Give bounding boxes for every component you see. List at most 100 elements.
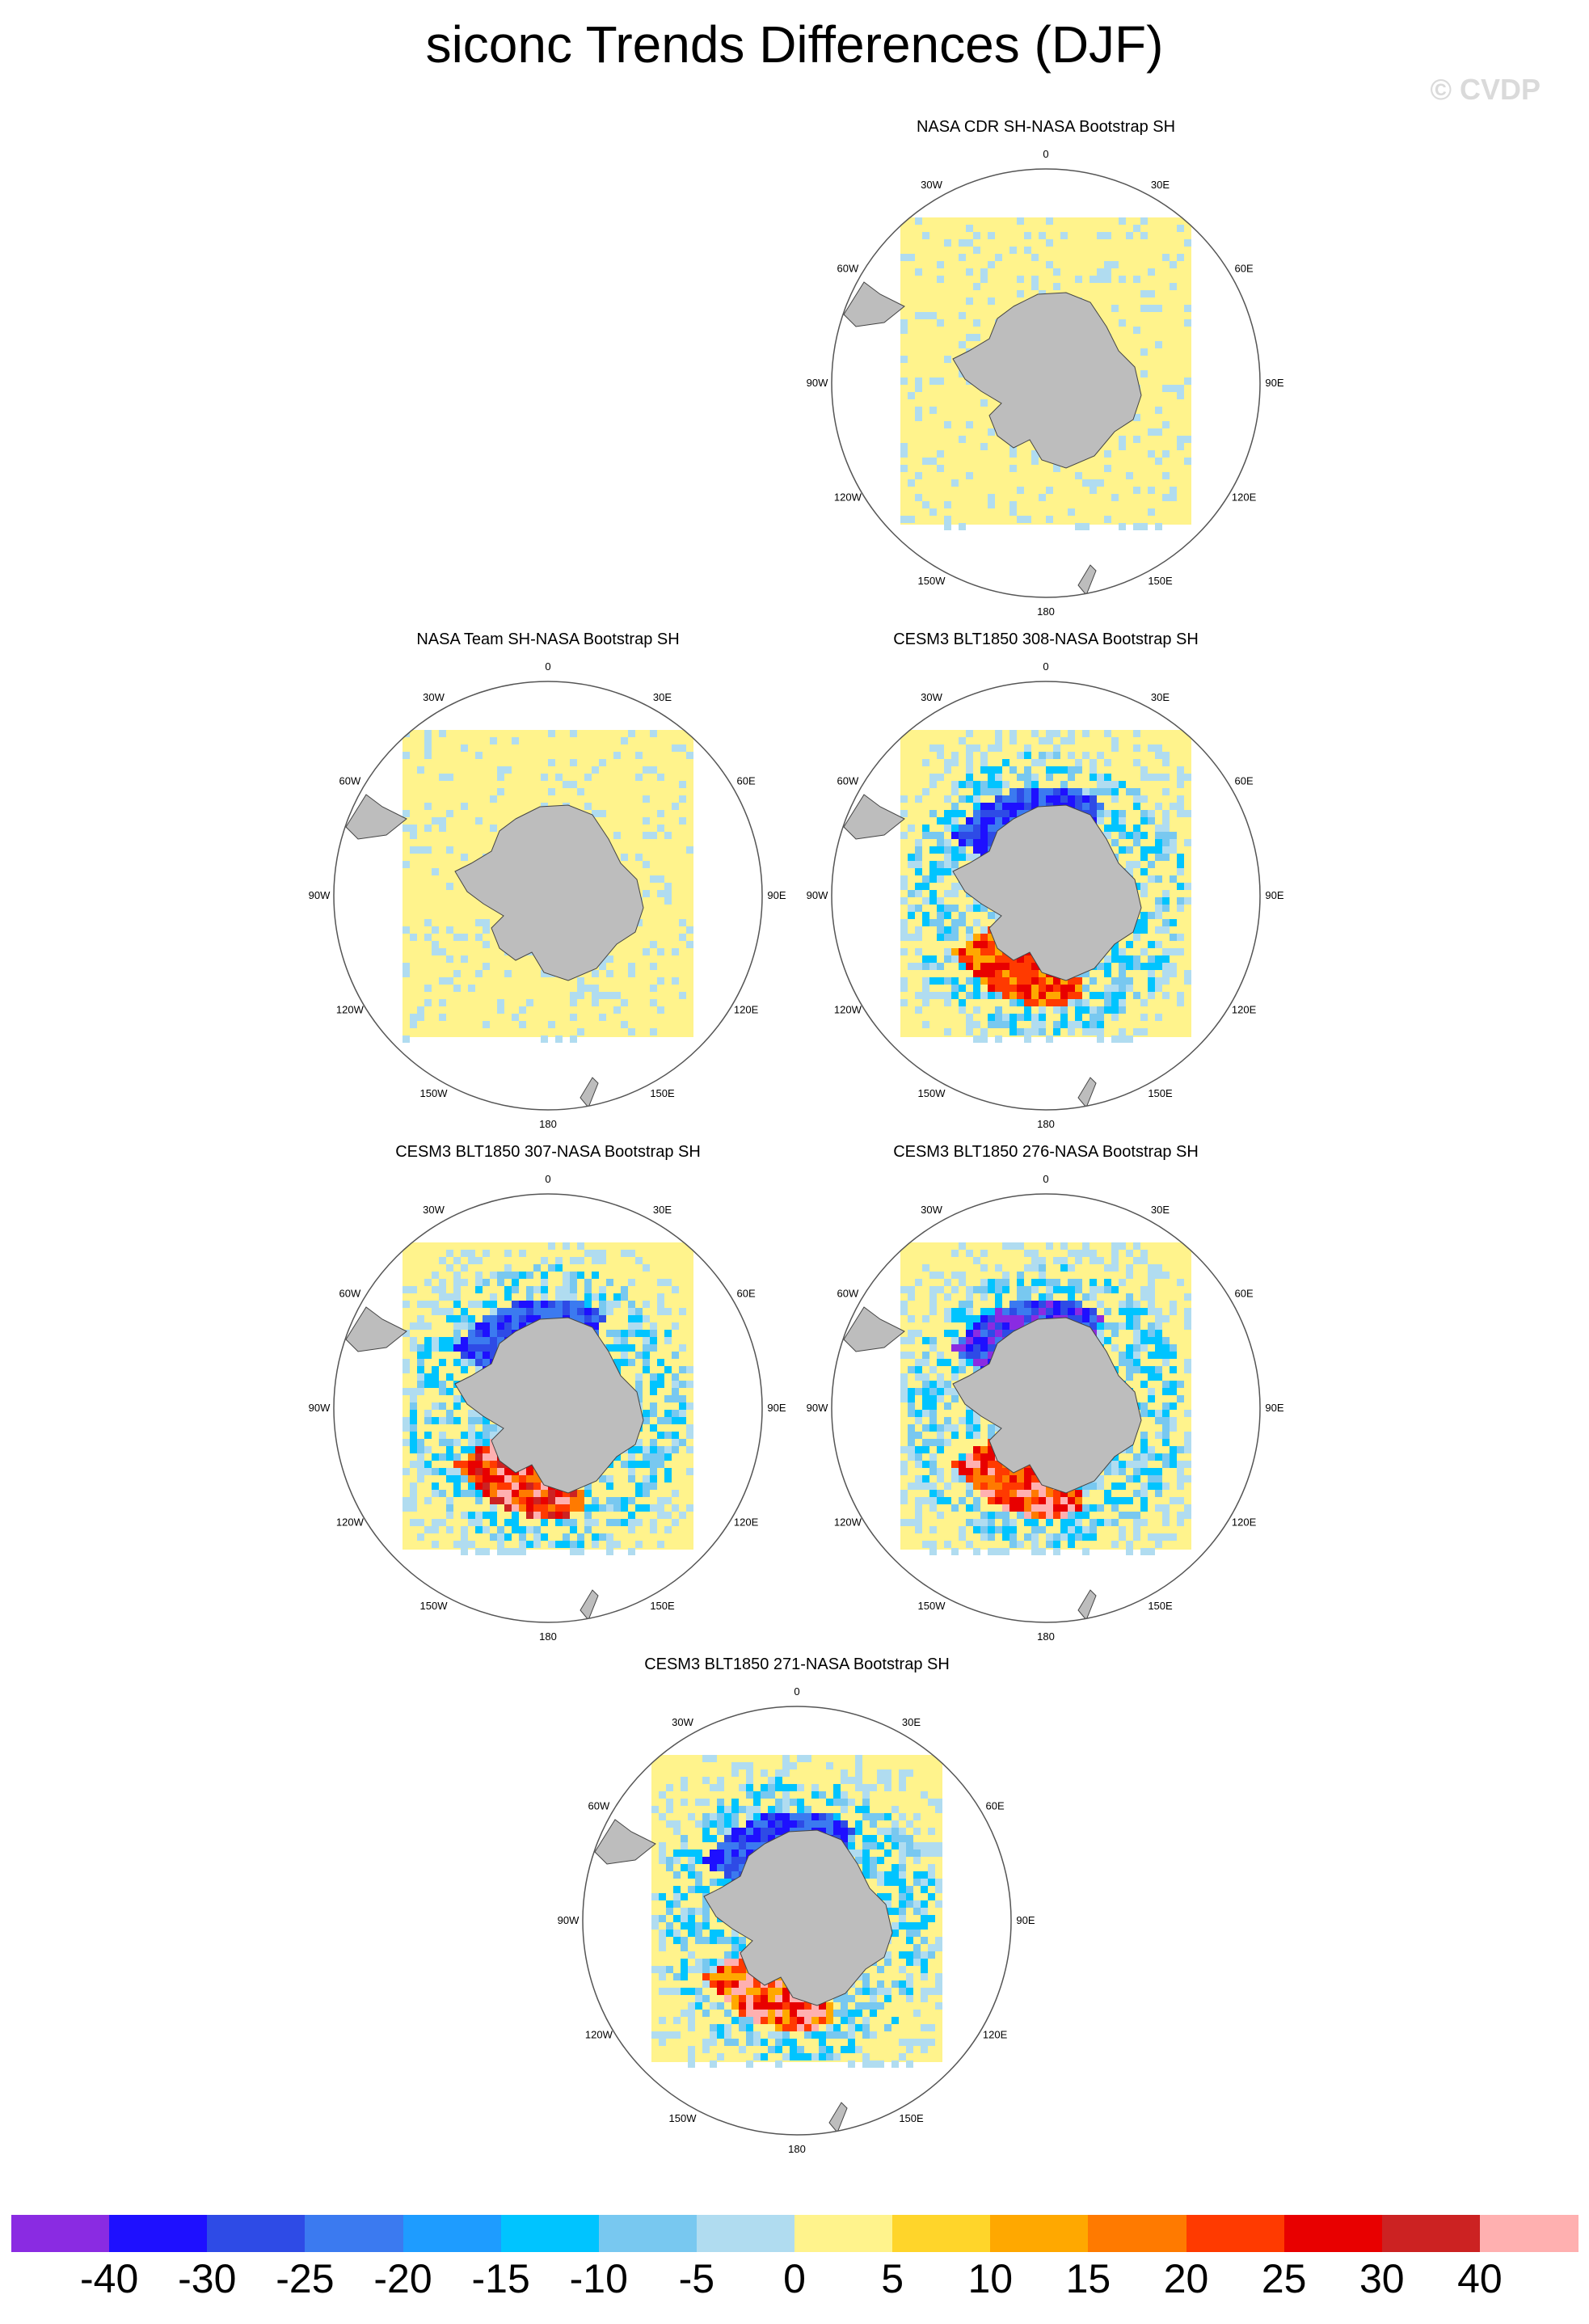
data-cell <box>570 1541 577 1548</box>
data-cell <box>526 1497 533 1504</box>
data-cell <box>1177 897 1184 905</box>
data-cell <box>811 1791 819 1799</box>
data-cell <box>1097 1028 1104 1035</box>
data-cell <box>1097 1483 1104 1490</box>
data-cell <box>959 1242 966 1250</box>
data-cell <box>915 1388 922 1395</box>
data-cell <box>877 1842 884 1849</box>
longitude-label: 180 <box>1037 1630 1055 1643</box>
data-cell <box>710 1835 717 1842</box>
data-cell <box>1097 1330 1104 1337</box>
longitude-label: 120E <box>734 1004 759 1016</box>
data-cell <box>1133 803 1140 810</box>
colorbar-box <box>207 2215 306 2252</box>
data-cell <box>908 912 915 919</box>
data-cell <box>688 1849 695 1857</box>
data-cell <box>613 1301 621 1308</box>
data-cell <box>643 1301 650 1308</box>
data-cell <box>1140 1490 1148 1497</box>
data-cell <box>1184 897 1191 905</box>
data-cell <box>446 883 453 890</box>
data-cell <box>922 1483 929 1490</box>
data-cell <box>613 752 621 759</box>
data-cell <box>877 1813 884 1820</box>
data-cell <box>592 1504 599 1512</box>
data-cell <box>935 1799 942 1806</box>
data-cell <box>1002 992 1009 999</box>
data-cell <box>1090 810 1097 817</box>
data-cell <box>988 817 995 825</box>
data-cell <box>929 846 937 854</box>
data-cell <box>973 970 980 977</box>
data-cell <box>1104 825 1111 832</box>
data-cell <box>577 1257 584 1264</box>
data-cell <box>929 1424 937 1432</box>
data-cell <box>1017 752 1024 759</box>
data-cell <box>1140 1014 1148 1021</box>
data-cell <box>1119 955 1126 963</box>
data-cell <box>628 963 635 970</box>
data-cell <box>1017 970 1024 977</box>
data-cell <box>1039 970 1046 977</box>
data-cell <box>1009 737 1017 744</box>
data-cell <box>906 1835 913 1842</box>
data-cell <box>966 795 973 803</box>
data-cell <box>973 919 980 926</box>
data-cell <box>973 1504 980 1512</box>
data-cell <box>1133 1533 1140 1541</box>
longitude-label: 90W <box>807 377 828 389</box>
data-cell <box>497 774 504 781</box>
longitude-label: 90E <box>767 889 786 901</box>
data-cell <box>790 1813 797 1820</box>
data-cell <box>768 1784 775 1791</box>
data-cell <box>1111 261 1119 268</box>
data-cell <box>899 1769 906 1777</box>
data-cell <box>1126 1322 1133 1330</box>
data-cell <box>1133 1490 1140 1497</box>
data-cell <box>1024 1468 1031 1475</box>
data-cell <box>1068 1301 1075 1308</box>
data-cell <box>1111 305 1119 312</box>
data-cell <box>988 934 995 941</box>
data-cell <box>1046 217 1053 225</box>
data-cell <box>497 1315 504 1322</box>
data-cell <box>995 781 1002 788</box>
data-cell <box>746 1842 753 1849</box>
data-cell <box>921 2046 928 2053</box>
data-cell <box>563 1242 570 1250</box>
data-cell <box>775 1813 782 1820</box>
data-cell <box>731 1799 739 1806</box>
data-cell <box>710 2039 717 2046</box>
data-cell <box>577 1272 584 1279</box>
colorbar <box>11 2215 1578 2252</box>
data-cell <box>717 1980 724 1988</box>
data-cell <box>717 1988 724 1995</box>
data-cell <box>1162 385 1170 392</box>
data-cell <box>1133 1330 1140 1337</box>
data-cell <box>673 1973 681 1980</box>
data-cell <box>643 1366 650 1373</box>
data-cell <box>915 1475 922 1483</box>
data-cell <box>1068 977 1075 985</box>
data-cell <box>922 1402 929 1410</box>
data-cell <box>621 737 628 744</box>
data-cell <box>980 1461 988 1468</box>
data-cell <box>1119 1533 1126 1541</box>
data-cell <box>929 377 937 385</box>
data-cell <box>710 1930 717 1937</box>
data-cell <box>928 1893 935 1900</box>
data-cell <box>410 1424 417 1432</box>
data-cell <box>475 1490 483 1497</box>
map-boundary <box>333 681 763 1111</box>
data-cell <box>937 832 944 839</box>
data-cell <box>606 1519 613 1526</box>
data-cell <box>672 1417 679 1424</box>
data-cell <box>673 1915 681 1922</box>
data-cell <box>790 2024 797 2031</box>
data-cell <box>424 985 432 992</box>
data-cell <box>1075 1006 1082 1014</box>
data-cell <box>592 1272 599 1279</box>
data-cell <box>541 1272 548 1279</box>
data-cell <box>1170 1533 1177 1541</box>
